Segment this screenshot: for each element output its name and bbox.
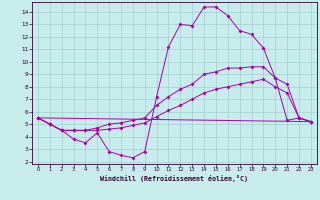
X-axis label: Windchill (Refroidissement éolien,°C): Windchill (Refroidissement éolien,°C)	[100, 175, 248, 182]
